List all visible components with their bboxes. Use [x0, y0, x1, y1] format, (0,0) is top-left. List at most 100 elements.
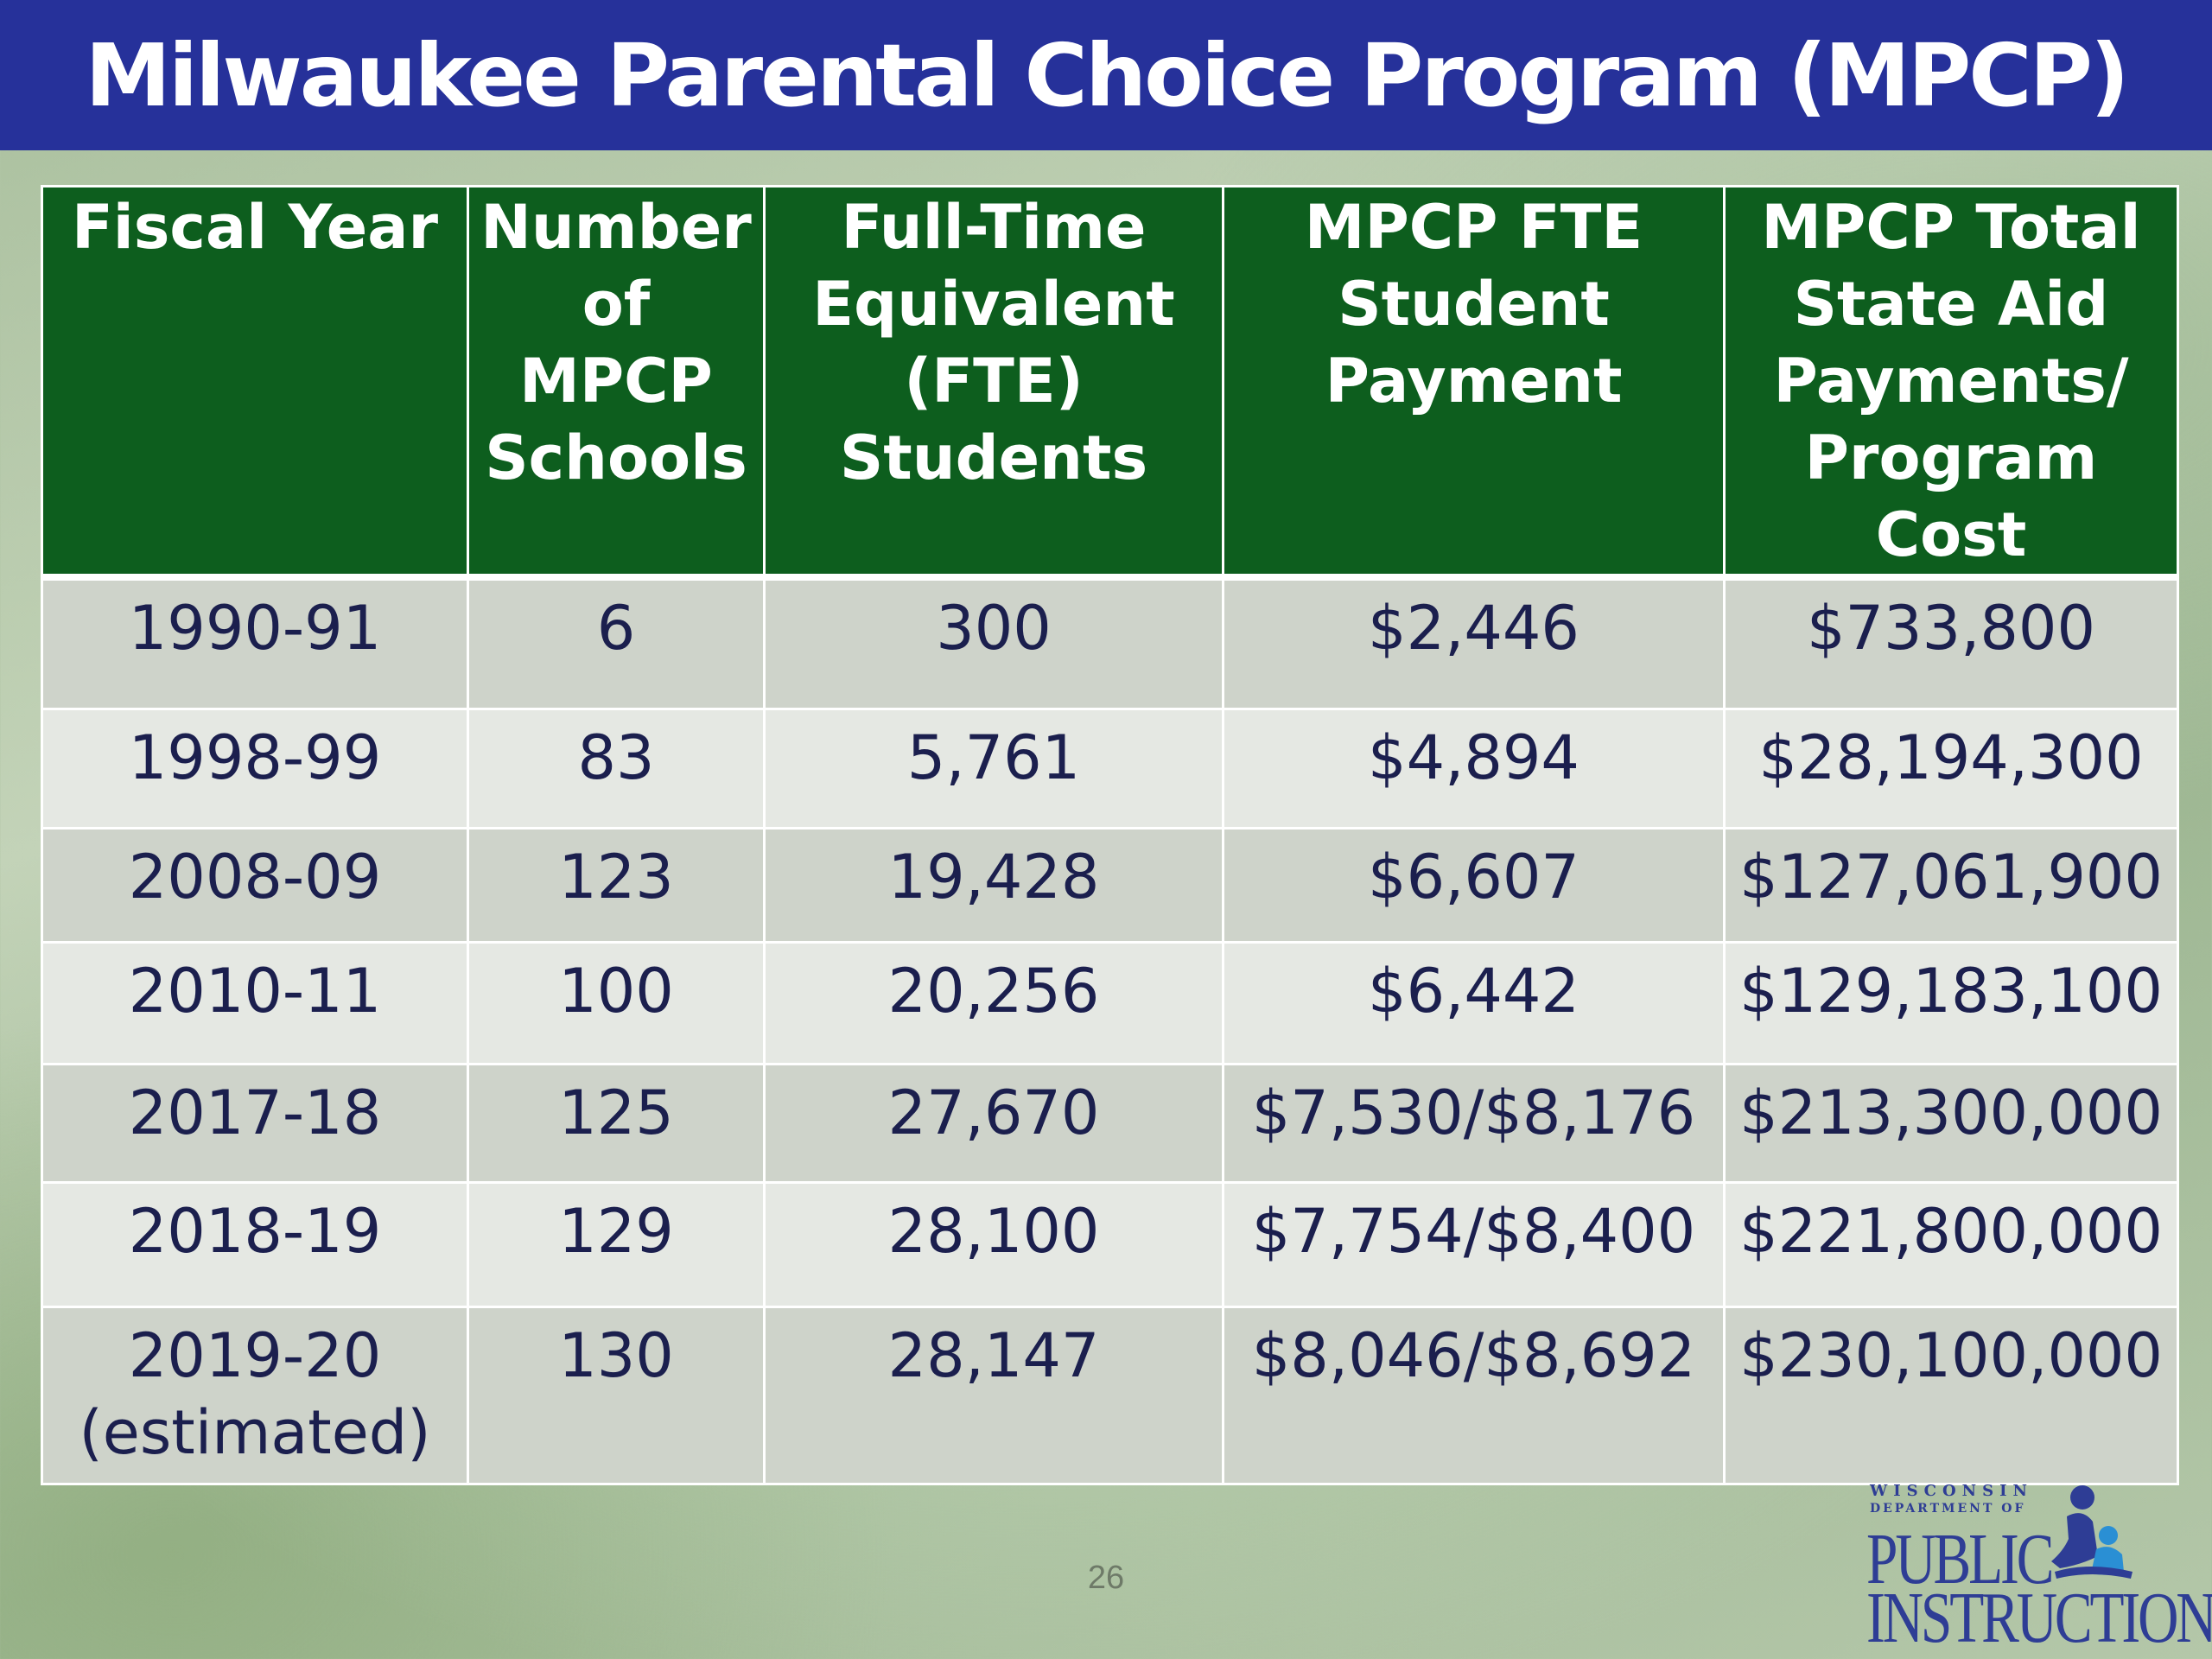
cell-text: 125 [558, 1077, 674, 1148]
cell-text: 5,761 [906, 722, 1081, 793]
header-fte-students: Full-Time Equivalent (FTE) Students [763, 185, 1224, 581]
slide-title: Milwaukee Parental Choice Program (MPCP) [85, 24, 2129, 126]
cell-text: 300 [936, 593, 1052, 664]
header-line: Fiscal Year [71, 192, 439, 263]
cell-fte-students: 300 [763, 575, 1224, 710]
cell-text: $221,800,000 [1739, 1196, 2163, 1267]
table-row: 2008-09 123 19,428 $6,607 $127,061,900 [41, 827, 2179, 944]
cell-text: 2017-18 [128, 1077, 382, 1148]
cell-schools: 100 [467, 941, 766, 1065]
cell-text: $230,100,000 [1739, 1320, 2163, 1391]
cell-schools: 6 [467, 575, 766, 710]
cell-fte-payment: $6,607 [1222, 827, 1726, 944]
table-row: 2017-18 125 27,670 $7,530/$8,176 $213,30… [41, 1063, 2179, 1184]
header-line: Program Cost [1804, 423, 2098, 570]
cell-fiscal-year: 2008-09 [41, 827, 469, 944]
cell-text: $213,300,000 [1739, 1077, 2163, 1148]
cell-fte-students: 20,256 [763, 941, 1224, 1065]
cell-schools: 125 [467, 1063, 766, 1184]
cell-fte-students: 19,428 [763, 827, 1224, 944]
header-total-state-aid: MPCP Total State Aid Payments/ Program C… [1723, 185, 2179, 581]
page-number: 26 [1087, 1560, 1125, 1596]
header-number-of-schools: Number of MPCP Schools [467, 185, 766, 581]
cell-fiscal-year: 1990-91 [41, 575, 469, 710]
logo-public-text: PUBLIC [1866, 1519, 2054, 1599]
header-line: Equivalent [812, 269, 1175, 340]
cell-text: 6 [596, 593, 636, 664]
cell-fte-students: 28,100 [763, 1181, 1224, 1308]
logo-instruction-text: INSTRUCTION [1866, 1578, 2212, 1658]
header-fiscal-year: Fiscal Year [41, 185, 469, 581]
table-row: 2018-19 129 28,100 $7,754/$8,400 $221,80… [41, 1181, 2179, 1308]
header-line: Payment [1325, 346, 1623, 416]
cell-text: 123 [558, 842, 674, 912]
adult-and-child-reading-icon [2051, 1485, 2133, 1579]
cell-fte-payment: $6,442 [1222, 941, 1726, 1065]
cell-text: $6,607 [1368, 842, 1580, 912]
cell-text: $127,061,900 [1739, 842, 2163, 912]
cell-text: 19,428 [887, 842, 1100, 912]
cell-schools: 123 [467, 827, 766, 944]
cell-text: 28,100 [887, 1196, 1100, 1267]
cell-fte-payment: $2,446 [1222, 575, 1726, 710]
cell-schools: 83 [467, 708, 766, 830]
cell-text: $7,530/$8,176 [1251, 1077, 1696, 1148]
cell-text: 2018-19 [128, 1196, 382, 1267]
cell-fte-students: 28,147 [763, 1306, 1224, 1485]
cell-text: $733,800 [1806, 593, 2095, 664]
cell-text: 130 [558, 1320, 674, 1391]
header-fte-payment: MPCP FTE Student Payment [1222, 185, 1726, 581]
cell-text: $4,894 [1368, 722, 1580, 793]
cell-text: 129 [558, 1196, 674, 1267]
cell-fiscal-year: 1998-99 [41, 708, 469, 830]
header-line: Students [839, 423, 1148, 493]
cell-text: 28,147 [887, 1320, 1100, 1391]
cell-text: $2,446 [1368, 593, 1580, 664]
table-row: 2010-11 100 20,256 $6,442 $129,183,100 [41, 941, 2179, 1065]
header-line: MPCP Total [1761, 192, 2141, 263]
header-line: of [582, 269, 651, 340]
cell-text: $6,442 [1368, 956, 1580, 1027]
cell-text: 2010-11 [128, 956, 382, 1027]
cell-text: 1990-91 [128, 593, 382, 664]
cell-fte-payment: $7,754/$8,400 [1222, 1181, 1726, 1308]
logo-wisconsin-text: WISCONSIN [1870, 1482, 2033, 1500]
cell-total-cost: $28,194,300 [1723, 708, 2179, 830]
cell-text: $7,754/$8,400 [1251, 1196, 1696, 1267]
cell-fte-students: 27,670 [763, 1063, 1224, 1184]
cell-text: 100 [558, 956, 674, 1027]
cell-fte-payment: $4,894 [1222, 708, 1726, 830]
cell-text: 2019-20 [128, 1320, 382, 1391]
header-line: MPCP [519, 346, 713, 416]
cell-fte-students: 5,761 [763, 708, 1224, 830]
header-line: State Aid [1793, 269, 2109, 340]
table-row: 2019-20 (estimated) 130 28,147 $8,046/$8… [41, 1306, 2179, 1485]
cell-fiscal-year: 2010-11 [41, 941, 469, 1065]
cell-text: 27,670 [887, 1077, 1100, 1148]
cell-total-cost: $230,100,000 [1723, 1306, 2179, 1485]
header-line: (FTE) [904, 346, 1084, 416]
cell-fiscal-year: 2019-20 (estimated) [41, 1306, 469, 1485]
cell-note: (estimated) [79, 1397, 431, 1468]
cell-total-cost: $213,300,000 [1723, 1063, 2179, 1184]
cell-text: 83 [577, 722, 655, 793]
cell-schools: 130 [467, 1306, 766, 1485]
cell-text: 20,256 [887, 956, 1100, 1027]
cell-total-cost: $127,061,900 [1723, 827, 2179, 944]
cell-fte-payment: $8,046/$8,692 [1222, 1306, 1726, 1485]
cell-text: 1998-99 [128, 722, 382, 793]
header-line: Number [480, 192, 752, 263]
logo-department-text: DEPARTMENT OF [1870, 1502, 2026, 1516]
cell-fiscal-year: 2017-18 [41, 1063, 469, 1184]
header-line: Schools [485, 423, 747, 493]
header-line: Student [1338, 269, 1610, 340]
cell-total-cost: $221,800,000 [1723, 1181, 2179, 1308]
cell-text: $129,183,100 [1739, 956, 2163, 1027]
header-line: Full-Time [841, 192, 1147, 263]
cell-total-cost: $733,800 [1723, 575, 2179, 710]
table-header-row: Fiscal Year Number of MPCP Schools Full-… [41, 185, 2179, 581]
cell-schools: 129 [467, 1181, 766, 1308]
table-row: 1990-91 6 300 $2,446 $733,800 [41, 575, 2179, 710]
cell-text: 2008-09 [128, 842, 382, 912]
dpi-logo: WISCONSIN DEPARTMENT OF PUBLIC INSTRUCTI… [1866, 1482, 2212, 1655]
